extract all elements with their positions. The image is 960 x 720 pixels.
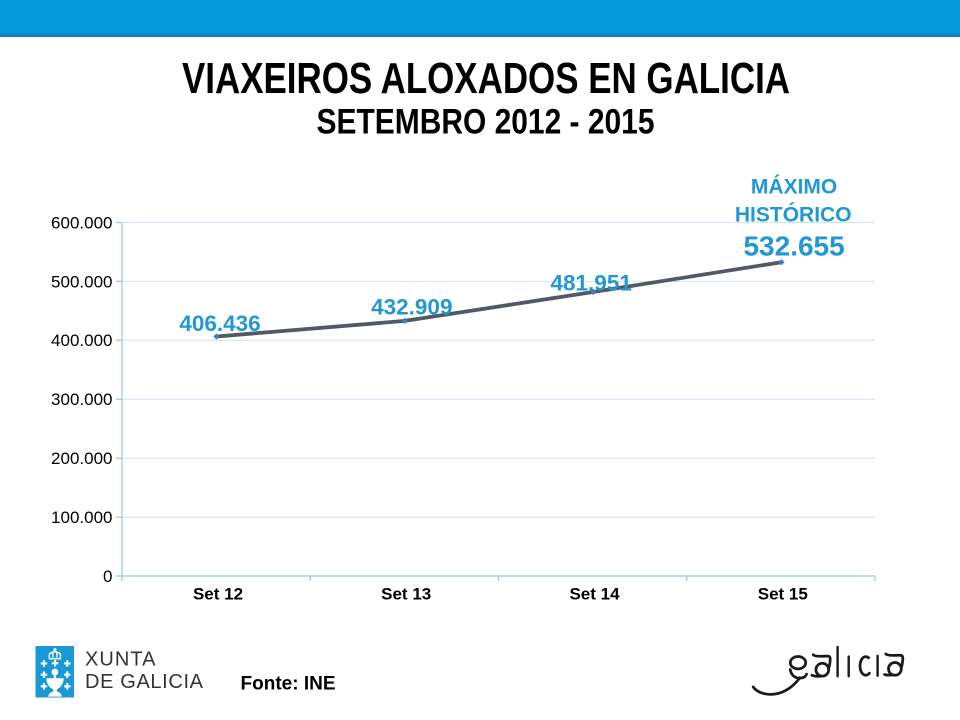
svg-text:300.000: 300.000 (51, 390, 112, 409)
svg-text:Set 15: Set 15 (758, 585, 808, 604)
svg-text:500.000: 500.000 (51, 272, 112, 291)
svg-text:Set 13: Set 13 (381, 585, 431, 604)
svg-text:481.951: 481.951 (551, 271, 632, 296)
svg-text:HISTÓRICO: HISTÓRICO (735, 203, 852, 227)
svg-text:Fonte: INE: Fonte: INE (241, 674, 336, 695)
svg-text:100.000: 100.000 (51, 508, 112, 527)
svg-text:VIAXEIROS ALOXADOS EN GALICIA: VIAXEIROS ALOXADOS EN GALICIA (182, 54, 790, 103)
svg-text:600.000: 600.000 (51, 213, 112, 232)
svg-text:532.655: 532.655 (743, 231, 844, 262)
svg-text:200.000: 200.000 (51, 449, 112, 468)
svg-text:XUNTA: XUNTA (85, 648, 156, 670)
svg-text:Set 12: Set 12 (193, 585, 243, 604)
svg-text:DE GALICIA: DE GALICIA (85, 671, 204, 693)
svg-text:400.000: 400.000 (51, 331, 112, 350)
svg-text:432.909: 432.909 (371, 295, 452, 320)
svg-text:SETEMBRO 2012 - 2015: SETEMBRO 2012 - 2015 (317, 103, 655, 142)
svg-text:Set 14: Set 14 (569, 585, 620, 604)
svg-text:0: 0 (103, 567, 112, 586)
svg-text:406.436: 406.436 (179, 311, 260, 336)
svg-text:MÁXIMO: MÁXIMO (751, 176, 837, 199)
